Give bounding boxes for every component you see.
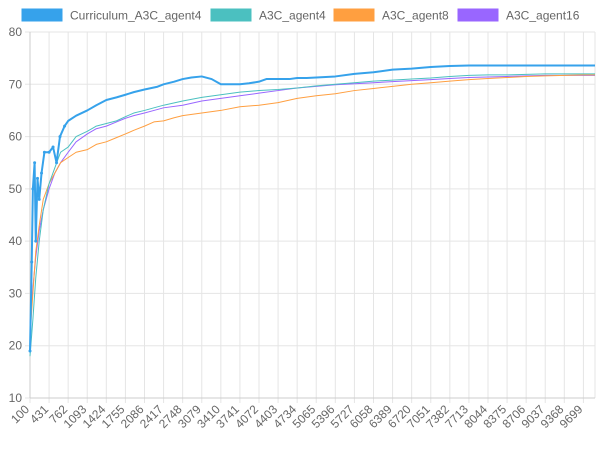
- y-tick-label: 40: [9, 234, 23, 248]
- x-tick-label: 9699: [557, 402, 586, 431]
- legend-label: A3C_agent8: [382, 9, 449, 23]
- y-axis: 10 20 30 40 50 60 70 80: [9, 25, 31, 405]
- grid: [25, 31, 596, 403]
- legend-item[interactable]: Curriculum_A3C_agent4: [21, 8, 202, 23]
- data-point: [42, 150, 46, 154]
- data-point: [63, 124, 67, 128]
- legend-label: A3C_agent16: [506, 9, 580, 23]
- data-point: [30, 260, 34, 264]
- y-tick-label: 60: [9, 130, 23, 144]
- y-tick-label: 10: [9, 391, 23, 405]
- data-point: [31, 187, 35, 191]
- legend-item[interactable]: A3C_agent16: [457, 8, 580, 23]
- data-point: [55, 161, 59, 165]
- legend-item[interactable]: A3C_agent8: [333, 8, 449, 23]
- legend-swatch: [210, 8, 252, 22]
- data-point: [37, 197, 41, 201]
- data-point: [34, 239, 38, 243]
- series-line: [29, 74, 595, 325]
- legend-label: A3C_agent4: [259, 9, 326, 23]
- y-tick-label: 20: [9, 339, 23, 353]
- data-point: [51, 145, 55, 149]
- series-lines: [28, 64, 595, 357]
- series-0: [28, 64, 595, 353]
- data-point: [28, 349, 32, 353]
- series-line: [29, 74, 595, 336]
- legend-swatch: [21, 8, 63, 22]
- legend-item[interactable]: A3C_agent4: [210, 8, 326, 23]
- legend-swatch: [333, 8, 375, 22]
- series-3: [29, 74, 595, 325]
- series-1: [29, 73, 595, 357]
- legend-label: Curriculum_A3C_agent4: [70, 9, 202, 23]
- y-tick-label: 80: [9, 25, 23, 39]
- series-line: [29, 73, 595, 357]
- data-point: [40, 171, 44, 175]
- series-2: [29, 74, 595, 336]
- legend-swatch: [457, 8, 499, 22]
- data-point: [47, 150, 51, 154]
- y-tick-label: 70: [9, 77, 23, 91]
- data-point: [58, 135, 62, 139]
- legend: Curriculum_A3C_agent4 A3C_agent4 A3C_agent…: [21, 8, 580, 23]
- data-point: [33, 161, 37, 165]
- data-point: [35, 176, 39, 180]
- y-tick-label: 30: [9, 286, 23, 300]
- y-tick-label: 50: [9, 182, 23, 196]
- series-line: [29, 64, 595, 351]
